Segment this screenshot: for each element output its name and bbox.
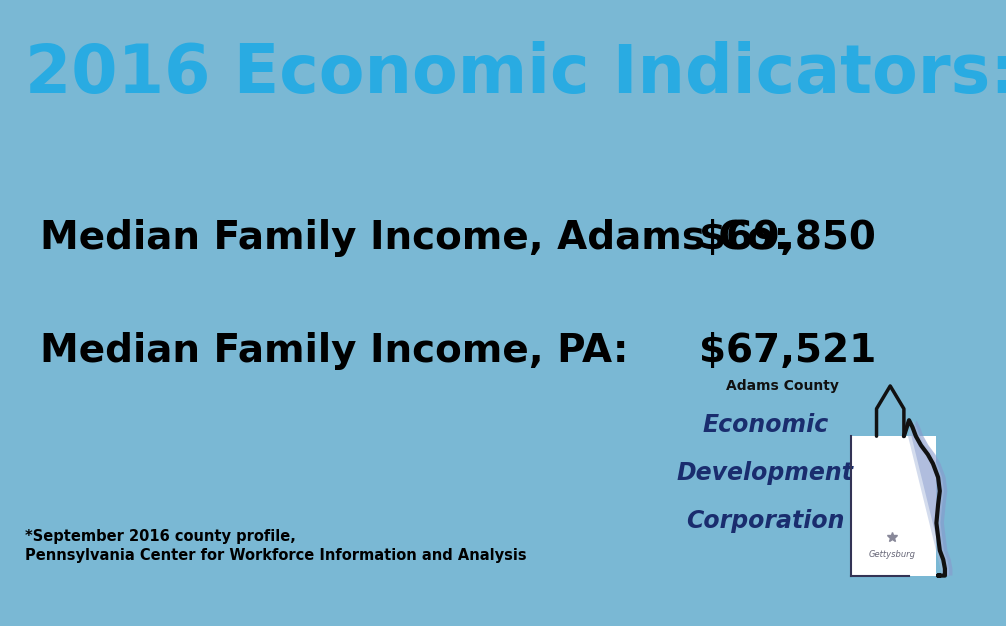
Bar <box>851 436 937 575</box>
Text: Median Family Income, Adams Co:: Median Family Income, Adams Co: <box>40 219 790 257</box>
Text: *September 2016 county profile,
Pennsylvania Center for Workforce Information an: *September 2016 county profile, Pennsylv… <box>25 528 527 563</box>
Polygon shape <box>884 420 953 575</box>
Text: $69,850: $69,850 <box>699 219 876 257</box>
Text: $67,521: $67,521 <box>699 332 876 369</box>
Text: Gettysburg: Gettysburg <box>868 550 915 560</box>
Text: Development: Development <box>677 461 854 485</box>
Text: Corporation: Corporation <box>686 510 845 533</box>
Text: Median Family Income, PA:: Median Family Income, PA: <box>40 332 629 369</box>
Polygon shape <box>880 420 949 575</box>
Text: Adams County: Adams County <box>726 379 839 393</box>
Text: 2016 Economic Indicators:: 2016 Economic Indicators: <box>25 41 1006 106</box>
Text: Economic: Economic <box>702 413 829 438</box>
